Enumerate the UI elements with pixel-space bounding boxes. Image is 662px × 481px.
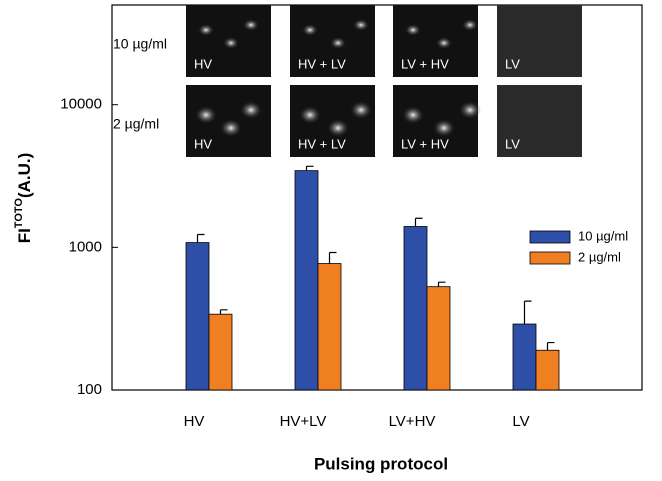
cell-spot	[433, 119, 455, 137]
y-tick-label: 100	[77, 381, 102, 398]
legend-label: 2 µg/ml	[578, 249, 621, 264]
inset-panel-label: LV	[505, 56, 520, 71]
cell-spot	[330, 37, 346, 49]
inset-panel-label: HV	[194, 136, 212, 151]
error-bar	[328, 251, 337, 264]
bar	[535, 349, 560, 391]
y-tick-label: 1000	[69, 238, 102, 255]
cell-spot	[243, 19, 259, 31]
legend-label: 10 µg/ml	[578, 228, 628, 243]
y-axis-title: FITOTO(A.U.)	[13, 153, 35, 244]
bar	[512, 323, 537, 391]
y-title-main: FI	[15, 228, 34, 243]
x-tick-label: HV	[184, 413, 205, 430]
inset-image	[497, 5, 582, 77]
cell-spot	[220, 119, 242, 137]
y-tick-label: 10000	[60, 96, 102, 113]
inset-row-label: 10 µg/ml	[113, 36, 167, 52]
cell-spot	[327, 119, 349, 137]
error-bar	[523, 300, 532, 325]
cell-spot	[198, 24, 214, 36]
cell-spot	[436, 37, 452, 49]
inset-panel-label: HV + LV	[298, 56, 346, 71]
cell-spot	[405, 24, 421, 36]
cell-spot	[402, 106, 424, 124]
inset-image	[497, 85, 582, 157]
cell-spot	[302, 24, 318, 36]
x-tick-label: HV+LV	[280, 413, 327, 430]
y-title-suffix: (A.U.)	[15, 153, 34, 198]
bar	[294, 170, 319, 391]
cell-spot	[462, 19, 478, 31]
x-tick-label: LV	[512, 413, 529, 430]
legend-swatch	[529, 230, 571, 244]
cell-spot	[459, 101, 481, 119]
inset-panel-label: LV + HV	[401, 136, 449, 151]
legend-swatch	[529, 251, 571, 265]
plot-frame	[111, 4, 643, 391]
bar	[317, 263, 342, 391]
error-bar	[196, 233, 205, 243]
cell-spot	[353, 19, 369, 31]
bar	[426, 286, 451, 391]
error-bar	[219, 309, 228, 315]
x-tick-label: LV+HV	[389, 413, 436, 430]
inset-panel-label: LV	[505, 136, 520, 151]
y-title-sup: TOTO	[13, 198, 25, 229]
bar	[403, 226, 428, 391]
cell-spot	[350, 101, 372, 119]
cell-spot	[195, 106, 217, 124]
error-bar	[305, 165, 314, 171]
x-axis-title: Pulsing protocol	[314, 454, 448, 473]
cell-spot	[299, 106, 321, 124]
bar	[185, 242, 210, 391]
cell-spot	[240, 101, 262, 119]
error-bar	[437, 281, 446, 287]
error-bar	[414, 217, 423, 227]
inset-panel-label: HV + LV	[298, 136, 346, 151]
inset-image	[393, 5, 478, 77]
inset-panel-label: HV	[194, 56, 212, 71]
inset-panel-label: LV + HV	[401, 56, 449, 71]
cell-spot	[223, 37, 239, 49]
inset-row-label: 2 µg/ml	[113, 116, 159, 132]
bar	[208, 313, 233, 391]
error-bar	[546, 341, 555, 351]
